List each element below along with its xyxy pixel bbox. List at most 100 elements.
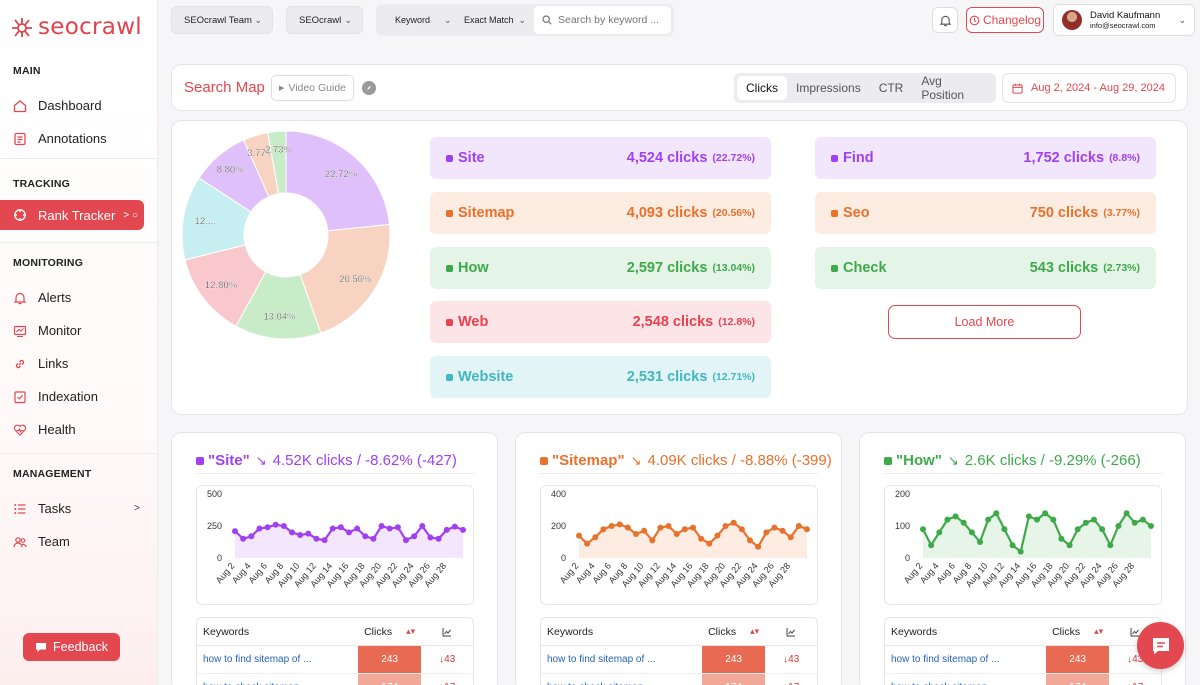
column-header-trend[interactable] (421, 627, 473, 637)
keyword-card-check[interactable]: Check 543 clicks (2.73%) (815, 247, 1156, 289)
sparkline-point[interactable] (305, 530, 312, 537)
keyword-card-site[interactable]: Site 4,524 clicks (22.72%) (430, 137, 771, 179)
column-header-trend[interactable] (1109, 627, 1161, 637)
sparkline-point[interactable] (698, 535, 705, 542)
sparkline-point[interactable] (600, 526, 607, 533)
sparkline-point[interactable] (313, 535, 320, 542)
tab-clicks[interactable]: Clicks (737, 76, 787, 100)
sparkline-point[interactable] (1050, 516, 1057, 523)
sparkline-point[interactable] (960, 519, 967, 526)
match-type-select[interactable]: Exact Match ⌄ (464, 4, 526, 36)
sparkline-point[interactable] (985, 516, 992, 523)
pie-slice-check[interactable] (267, 130, 287, 195)
sidebar-item-alerts[interactable]: Alerts (0, 281, 158, 314)
logo[interactable]: seocrawl (10, 14, 142, 40)
sparkline-point[interactable] (232, 528, 238, 535)
sparkline-point[interactable] (256, 525, 263, 532)
sparkline-point[interactable] (1066, 542, 1073, 549)
sparkline-point[interactable] (993, 510, 1000, 517)
sparkline-point[interactable] (928, 542, 935, 549)
sidebar-item-team[interactable]: Team (0, 525, 158, 558)
sparkline-point[interactable] (394, 524, 401, 531)
sparkline-point[interactable] (1025, 513, 1032, 520)
sparkline-point[interactable] (576, 532, 582, 539)
sparkline-point[interactable] (706, 540, 713, 547)
video-guide-button[interactable]: ▶ Video Guide (271, 75, 354, 101)
keyword-link[interactable]: how to check sitemap (885, 682, 1046, 685)
keyword-card-seo[interactable]: Seo 750 clicks (3.77%) (815, 192, 1156, 234)
sparkline-point[interactable] (403, 537, 409, 544)
sparkline-point[interactable] (649, 537, 656, 544)
sparkline-point[interactable] (952, 513, 959, 520)
sparkline-point[interactable] (624, 524, 631, 531)
sort-icon[interactable]: ▴▾ (1094, 626, 1104, 636)
sparkline-point[interactable] (337, 524, 344, 531)
compass-icon[interactable] (362, 81, 376, 95)
pie-slice-site[interactable] (285, 130, 391, 232)
team-select[interactable]: SEOcrawl Team ⌄ (171, 6, 273, 34)
sparkline-point[interactable] (977, 539, 983, 545)
changelog-button[interactable]: Changelog (966, 7, 1044, 33)
sparkline-point[interactable] (248, 533, 255, 540)
keyword-link[interactable]: how to check sitemap (197, 682, 358, 685)
sidebar-item-rank-tracker[interactable]: Rank Tracker > ○ (0, 200, 144, 230)
sort-icon[interactable]: ▴▾ (750, 626, 760, 636)
sparkline-point[interactable] (1115, 523, 1122, 529)
sparkline-point[interactable] (657, 524, 664, 531)
sparkline-point[interactable] (641, 527, 648, 534)
sparkline-point[interactable] (1139, 516, 1146, 523)
keyword-card-web[interactable]: Web 2,548 clicks (12.8%) (430, 301, 771, 343)
sparkline-point[interactable] (771, 524, 778, 531)
project-select[interactable]: SEOcrawl ⌄ (286, 6, 363, 34)
sparkline-point[interactable] (370, 535, 377, 542)
sidebar-item-links[interactable]: Links (0, 347, 158, 380)
sparkline-point[interactable] (633, 531, 639, 537)
sparkline-point[interactable] (460, 526, 466, 533)
sparkline-point[interactable] (722, 523, 729, 529)
sparkline-point[interactable] (378, 523, 385, 529)
chat-button[interactable] (1137, 622, 1184, 669)
sparkline-point[interactable] (747, 537, 753, 544)
sparkline-point[interactable] (1058, 535, 1065, 542)
sparkline-point[interactable] (1131, 519, 1138, 526)
sparkline-point[interactable] (354, 525, 361, 532)
sparkline-point[interactable] (427, 534, 434, 541)
sidebar-item-annotations[interactable]: Annotations (0, 122, 158, 155)
sparkline-point[interactable] (1042, 510, 1049, 517)
sparkline-point[interactable] (592, 534, 599, 541)
sparkline-point[interactable] (944, 516, 951, 523)
sparkline-point[interactable] (443, 526, 450, 533)
sparkline-point[interactable] (968, 529, 975, 536)
sparkline-point[interactable] (804, 526, 810, 533)
notifications-button[interactable] (932, 7, 958, 33)
sparkline-point[interactable] (795, 523, 802, 529)
sparkline-point[interactable] (616, 521, 623, 528)
sparkline-point[interactable] (280, 523, 287, 529)
search-input[interactable] (558, 14, 668, 26)
keyword-link[interactable]: how to find sitemap of ... (891, 654, 1000, 665)
sparkline-point[interactable] (787, 534, 794, 541)
tab-impressions[interactable]: Impressions (796, 81, 861, 95)
sparkline-point[interactable] (435, 535, 442, 542)
sparkline-point[interactable] (1091, 516, 1097, 523)
sparkline-point[interactable] (419, 523, 426, 529)
sparkline-point[interactable] (264, 524, 271, 531)
sparkline-point[interactable] (451, 523, 458, 530)
sparkline-point[interactable] (714, 532, 721, 539)
sparkline-point[interactable] (289, 529, 295, 536)
keyword-link[interactable]: how to check sitemap (541, 682, 702, 685)
sparkline-point[interactable] (738, 526, 745, 533)
sparkline-point[interactable] (386, 525, 393, 532)
sparkline-point[interactable] (763, 529, 770, 536)
column-header-clicks[interactable]: Clicks ▴▾ (1046, 618, 1110, 645)
tab-avg-position[interactable]: Avg Position (921, 74, 965, 102)
keyword-card-website[interactable]: Website 2,531 clicks (12.71%) (430, 356, 771, 398)
keyword-card-sitemap[interactable]: Sitemap 4,093 clicks (20.56%) (430, 192, 771, 234)
column-header-clicks[interactable]: Clicks ▴▾ (702, 618, 766, 645)
date-range-picker[interactable]: Aug 2, 2024 - Aug 29, 2024 (1002, 73, 1176, 103)
sparkline-point[interactable] (673, 531, 680, 537)
sparkline-point[interactable] (297, 531, 304, 538)
sparkline-point[interactable] (1099, 526, 1106, 533)
sparkline-point[interactable] (608, 523, 615, 529)
column-header-clicks[interactable]: Clicks ▴▾ (358, 618, 422, 645)
